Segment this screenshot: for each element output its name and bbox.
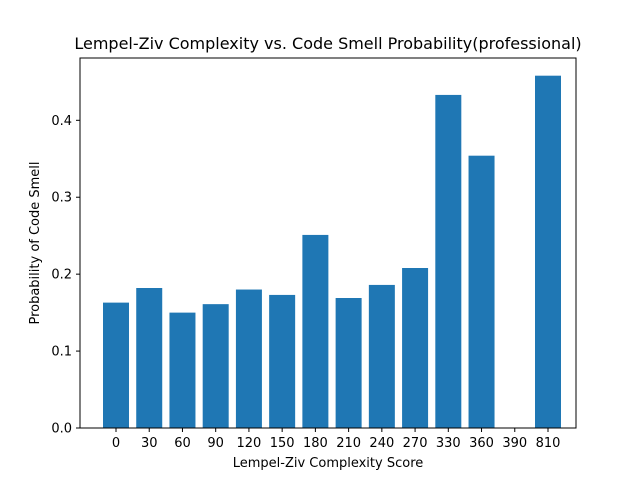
x-tick-label: 30: [141, 436, 158, 451]
bar-360: [468, 155, 495, 428]
y-tick-label: 0.3: [51, 191, 72, 206]
bar-30: [136, 288, 163, 428]
x-axis-label: Lempel-Ziv Complexity Score: [233, 456, 424, 471]
bar-330: [435, 94, 462, 429]
bar-270: [402, 268, 429, 428]
x-tick-label: 360: [469, 436, 494, 451]
bar-180: [302, 234, 329, 428]
bar-90: [202, 304, 229, 428]
x-tick-label: 150: [270, 436, 295, 451]
x-tick-label: 180: [303, 436, 328, 451]
x-tick-label: 810: [536, 436, 561, 451]
x-tick-label: 0: [112, 436, 120, 451]
x-tick-label: 60: [174, 436, 191, 451]
plot-frame: [79, 57, 577, 429]
x-tick-label: 330: [436, 436, 461, 451]
x-tick-label: 390: [502, 436, 527, 451]
y-axis-label: Probability of Code Smell: [28, 161, 43, 324]
bar-210: [335, 298, 362, 428]
y-tick-label: 0.4: [51, 114, 72, 129]
x-tick-label: 270: [403, 436, 428, 451]
x-tick-label: 240: [369, 436, 394, 451]
y-tick-label: 0.1: [51, 345, 72, 360]
y-axis-ticks: 0.0 0.1 0.2 0.3 0.4: [51, 114, 80, 437]
bar-0: [103, 302, 129, 428]
x-tick-label: 210: [336, 436, 361, 451]
bar-60: [169, 312, 196, 428]
chart-title: Lempel-Ziv Complexity vs. Code Smell Pro…: [74, 34, 581, 53]
bar-810: [535, 75, 561, 428]
bar-240: [368, 284, 395, 428]
bar-120: [235, 289, 262, 428]
x-axis-ticks: 0 30 60 90 120 150 180 210 240 270 330 360 390 810: [112, 428, 561, 451]
x-tick-label: 120: [237, 436, 262, 451]
bar-150: [269, 294, 296, 428]
bars-layer: [103, 75, 561, 429]
y-tick-label: 0.0: [51, 422, 72, 437]
x-tick-label: 90: [207, 436, 224, 451]
y-tick-label: 0.2: [51, 268, 72, 283]
